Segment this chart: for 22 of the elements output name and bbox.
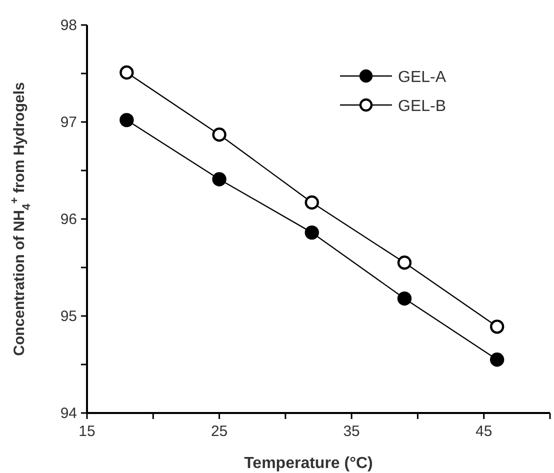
point: [397, 291, 412, 306]
y-tick-label: 97: [60, 114, 77, 131]
point: [397, 256, 412, 270]
x-tick-label: 45: [476, 423, 492, 440]
y-tick-label: 94: [60, 405, 77, 422]
y-tick-label: 95: [60, 308, 77, 325]
point: [212, 128, 226, 142]
point: [304, 225, 319, 240]
point: [212, 172, 226, 186]
point: [120, 65, 134, 80]
point: [304, 195, 319, 210]
point: [120, 112, 134, 128]
point: [490, 320, 504, 334]
y-tick-label: 96: [60, 211, 77, 228]
y-tick-label: 98: [60, 17, 77, 34]
x-axis-title: Temperature (°C): [244, 455, 373, 472]
legend-label: GEL-A: [398, 69, 446, 86]
x-tick-label: 25: [210, 423, 228, 440]
point: [490, 352, 504, 367]
legend-label: GEL-B: [398, 98, 446, 115]
x-tick-label: 35: [343, 423, 360, 440]
x-tick-label: 15: [78, 423, 96, 440]
